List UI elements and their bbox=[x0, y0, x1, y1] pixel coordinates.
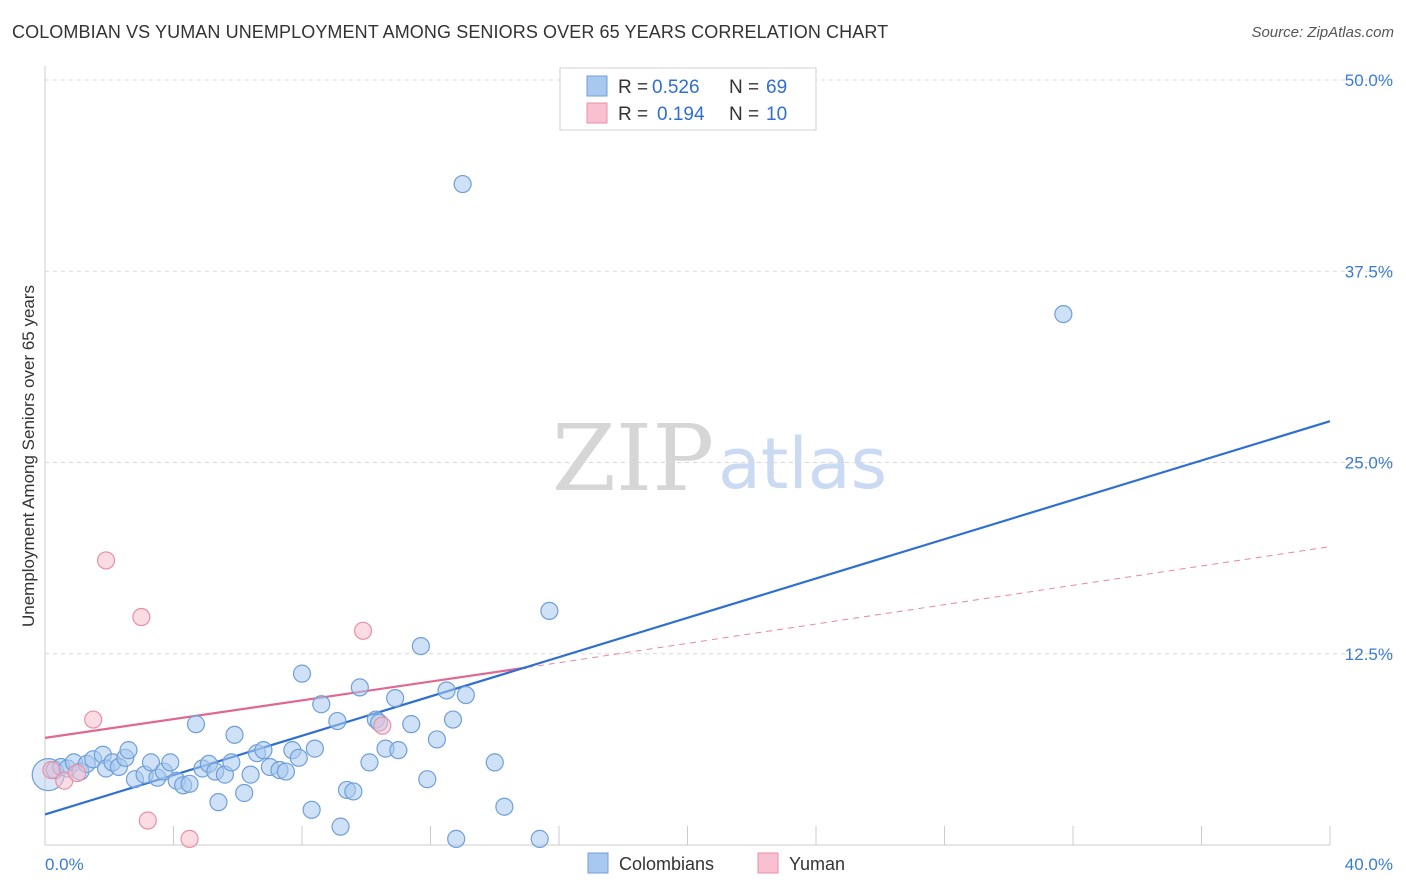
tick-labels: 12.5% 25.0% 37.5% 50.0% 0.0% 40.0% bbox=[45, 71, 1393, 874]
point-colombians-47 bbox=[344, 782, 363, 801]
y-tick-label-2: 37.5% bbox=[1345, 262, 1393, 281]
point-colombians-58 bbox=[427, 730, 447, 749]
point-colombians-30 bbox=[225, 725, 244, 744]
x-tick-label-0: 0.0% bbox=[45, 855, 84, 874]
trend-line-yuman bbox=[44, 666, 528, 739]
point-yuman-8 bbox=[353, 621, 373, 640]
axes bbox=[44, 66, 1331, 846]
point-colombians-53 bbox=[386, 689, 405, 708]
point-colombians-40 bbox=[292, 664, 312, 683]
watermark-atlas: atlas bbox=[718, 423, 887, 505]
y-axis-title: Unemployment Among Seniors over 65 years bbox=[19, 285, 38, 627]
legend-n-value-yuman: 10 bbox=[766, 104, 787, 125]
point-yuman-4 bbox=[96, 551, 116, 570]
legend-n-label-yuman: N = bbox=[729, 104, 759, 125]
point-colombians-23 bbox=[186, 715, 206, 734]
point-colombians-59 bbox=[437, 681, 456, 700]
point-colombians-37 bbox=[276, 762, 296, 781]
trend-line-yuman-extension bbox=[526, 546, 1331, 669]
y-tick-label-0: 12.5% bbox=[1345, 645, 1393, 664]
point-yuman-0 bbox=[42, 760, 61, 780]
point-colombians-31 bbox=[235, 783, 254, 803]
watermark-zip: ZIP bbox=[552, 405, 714, 512]
point-colombians-64 bbox=[485, 753, 504, 772]
point-colombians-60 bbox=[443, 710, 463, 729]
bottom-legend-swatch-yuman bbox=[757, 852, 779, 874]
legend-r-label-yuman: R = bbox=[618, 104, 648, 125]
legend-r-value-colombians: 0.526 bbox=[652, 77, 700, 98]
point-colombians-49 bbox=[360, 753, 379, 772]
point-colombians-57 bbox=[418, 770, 437, 789]
x-tick-label-1: 40.0% bbox=[1345, 855, 1393, 874]
point-colombians-22 bbox=[180, 774, 199, 793]
point-yuman-7 bbox=[180, 829, 199, 848]
point-colombians-45 bbox=[331, 817, 350, 836]
point-yuman-6 bbox=[138, 811, 157, 830]
legend-swatch-yuman bbox=[586, 102, 608, 124]
point-yuman-9 bbox=[373, 716, 392, 735]
bottom-legend: Colombians Yuman bbox=[587, 852, 845, 874]
point-colombians-61 bbox=[447, 829, 466, 848]
point-yuman-3 bbox=[84, 710, 103, 729]
point-colombians-19 bbox=[161, 753, 180, 772]
point-colombians-29 bbox=[222, 753, 241, 772]
point-colombians-43 bbox=[312, 695, 331, 714]
point-yuman-2 bbox=[68, 763, 87, 783]
watermark: ZIP atlas bbox=[552, 405, 887, 512]
chart-title: COLOMBIAN VS YUMAN UNEMPLOYMENT AMONG SE… bbox=[12, 22, 889, 42]
point-colombians-32 bbox=[241, 765, 260, 784]
bottom-legend-label-yuman: Yuman bbox=[789, 854, 845, 874]
y-tick-label-1: 25.0% bbox=[1345, 454, 1393, 473]
bottom-legend-swatch-colombians bbox=[587, 852, 609, 874]
point-colombians-48 bbox=[350, 678, 369, 697]
point-colombians-13 bbox=[119, 741, 138, 760]
point-colombians-66 bbox=[530, 829, 549, 848]
legend-r-label-colombians: R = bbox=[618, 77, 648, 98]
point-colombians-56 bbox=[411, 636, 430, 656]
point-yuman-5 bbox=[132, 607, 151, 627]
point-colombians-62 bbox=[456, 685, 475, 705]
point-colombians-54 bbox=[389, 741, 408, 760]
bottom-legend-label-colombians: Colombians bbox=[619, 854, 714, 874]
data-points bbox=[31, 174, 1073, 848]
point-colombians-55 bbox=[402, 715, 421, 734]
y-tick-label-3: 50.0% bbox=[1345, 71, 1393, 90]
point-colombians-42 bbox=[305, 739, 324, 758]
legend-n-value-colombians: 69 bbox=[766, 77, 787, 98]
legend-box: R = 0.526 N = 69 R = 0.194 N = 10 bbox=[559, 67, 817, 131]
point-colombians-27 bbox=[209, 793, 228, 812]
point-colombians-39 bbox=[289, 748, 308, 767]
point-colombians-16 bbox=[141, 753, 161, 772]
legend-r-value-yuman: 0.194 bbox=[657, 104, 705, 125]
grid-lines bbox=[45, 79, 1393, 655]
legend-n-label-colombians: N = bbox=[729, 77, 759, 98]
point-colombians-44 bbox=[328, 711, 347, 731]
point-colombians-63 bbox=[453, 174, 472, 194]
legend-swatch-colombians bbox=[586, 75, 608, 97]
point-colombians-41 bbox=[302, 800, 321, 819]
point-colombians-67 bbox=[540, 601, 559, 621]
point-colombians-34 bbox=[254, 741, 273, 760]
point-colombians-68 bbox=[1054, 304, 1073, 324]
chart-source: Source: ZipAtlas.com bbox=[1251, 24, 1394, 41]
point-colombians-65 bbox=[495, 797, 514, 816]
